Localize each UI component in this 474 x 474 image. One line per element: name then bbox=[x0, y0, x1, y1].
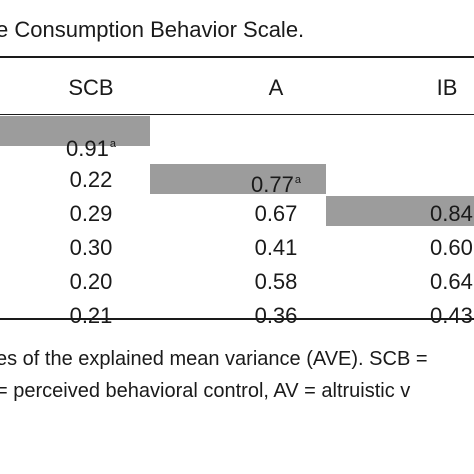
diagonal-shade-2 bbox=[150, 164, 326, 194]
cell-r5-a: 0.58 bbox=[254, 269, 298, 294]
cell-r5-ib: 0.64 bbox=[430, 269, 473, 294]
cell-r5-scb: 0.20 bbox=[69, 269, 113, 294]
cell-r3-scb: 0.29 bbox=[69, 201, 113, 226]
table-caption: e Consumption Behavior Scale. bbox=[0, 17, 305, 42]
cell-r6-ib: 0.43 bbox=[430, 303, 473, 328]
cell-r1-scb: 0.91a bbox=[66, 136, 116, 161]
header-rule bbox=[0, 114, 474, 115]
table-note-line-2: = perceived behavioral control, AV = alt… bbox=[0, 380, 411, 402]
bottom-rule bbox=[0, 318, 474, 320]
cell-r4-scb: 0.30 bbox=[69, 235, 113, 260]
diagonal-shade-3 bbox=[326, 196, 474, 226]
cell-r2-scb: 0.22 bbox=[69, 167, 113, 192]
cell-r3-a: 0.67 bbox=[254, 201, 298, 226]
cell-r6-scb: 0.21 bbox=[69, 303, 113, 328]
cell-r6-a: 0.36 bbox=[254, 303, 298, 328]
cell-r4-ib: 0.60 bbox=[430, 235, 473, 260]
cell-r4-a: 0.41 bbox=[254, 235, 298, 260]
col-header-a: A bbox=[268, 75, 284, 100]
col-header-scb: SCB bbox=[68, 75, 114, 100]
diagonal-shade-1 bbox=[0, 116, 150, 146]
top-rule bbox=[0, 56, 474, 58]
cell-r2-a: 0.77a bbox=[251, 172, 301, 197]
col-header-ib: IB bbox=[436, 75, 458, 100]
table-note-line-1: es of the explained mean variance (AVE).… bbox=[0, 348, 428, 370]
cell-r3-ib: 0.84 bbox=[430, 201, 473, 226]
